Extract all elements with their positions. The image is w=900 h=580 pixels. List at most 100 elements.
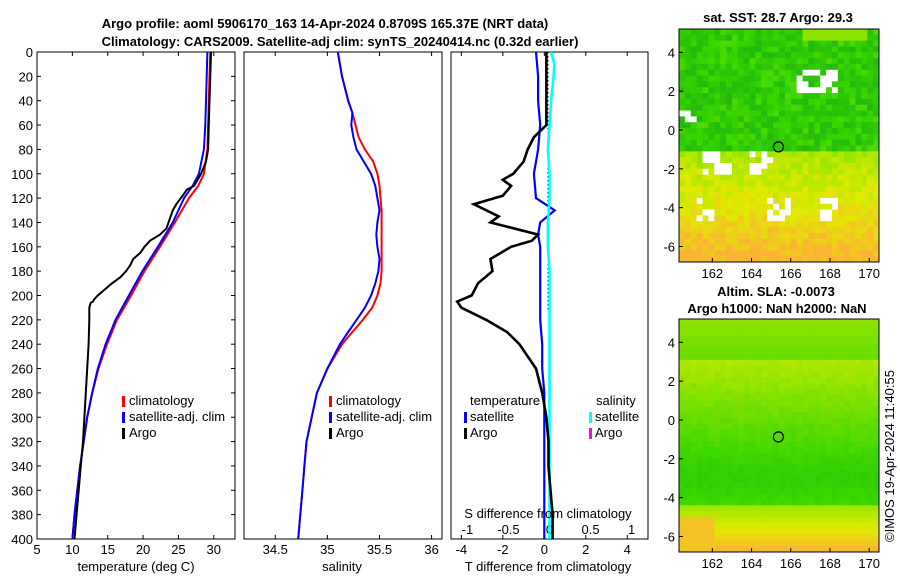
map-cell xyxy=(743,104,750,111)
map-cell xyxy=(790,203,798,210)
map-cell xyxy=(749,383,756,390)
map-cell xyxy=(779,528,786,535)
map-cell xyxy=(767,429,774,436)
map-cell xyxy=(696,482,703,489)
map-cell xyxy=(802,441,809,448)
map-cell xyxy=(737,110,745,117)
map-cell xyxy=(808,75,815,82)
map-cell xyxy=(820,69,827,77)
map-cell xyxy=(773,63,780,71)
map-cell xyxy=(779,93,786,100)
map-cell xyxy=(690,365,698,372)
map-cell xyxy=(873,470,880,477)
map-cell xyxy=(714,511,721,518)
map-cell xyxy=(684,359,692,366)
map-cell xyxy=(679,458,686,466)
map-cell xyxy=(755,476,762,483)
map-cell xyxy=(843,40,850,47)
map-cell xyxy=(679,157,686,164)
map-cell xyxy=(696,534,703,541)
map-cell xyxy=(690,511,698,518)
map-cell xyxy=(696,517,703,524)
map-cell xyxy=(743,87,750,94)
map-cell xyxy=(726,487,733,495)
map-cell xyxy=(837,359,845,366)
map-cell xyxy=(837,429,845,436)
map-cell xyxy=(679,29,686,36)
map-cell xyxy=(702,429,709,436)
map-cell xyxy=(808,197,815,205)
map-cell xyxy=(726,40,733,47)
map-cell xyxy=(755,464,762,471)
map-cell xyxy=(726,192,733,199)
map-cell xyxy=(696,319,703,326)
map-cell xyxy=(755,46,762,53)
map-cell xyxy=(779,186,786,193)
map-cell xyxy=(820,104,827,111)
map-cell xyxy=(702,104,709,111)
map-cell xyxy=(737,250,745,257)
map-cell xyxy=(755,75,762,82)
map-cell xyxy=(720,406,727,413)
map-cell xyxy=(861,139,868,146)
map-cell xyxy=(720,40,727,47)
map-cell xyxy=(702,383,709,390)
map-cell xyxy=(708,330,715,337)
map-cell xyxy=(790,93,798,100)
map-cell xyxy=(867,371,874,378)
map-cell xyxy=(814,63,821,71)
map-cell xyxy=(737,517,745,524)
map-cell xyxy=(855,482,862,489)
map-cell xyxy=(790,522,798,530)
map-cell xyxy=(755,256,762,263)
map-cell xyxy=(679,499,686,506)
map-cell xyxy=(808,40,815,47)
map-cell xyxy=(820,324,827,332)
map-cell xyxy=(814,110,821,117)
map-cell xyxy=(861,458,868,466)
legend-swatch-t-satellite xyxy=(464,412,467,423)
map-cell xyxy=(837,157,845,164)
map-cell xyxy=(720,359,727,366)
map-cell xyxy=(726,81,733,88)
map-cell xyxy=(749,511,756,518)
map-cell xyxy=(873,75,880,82)
map-cell xyxy=(814,221,821,228)
map-cell xyxy=(679,342,686,349)
map-cell xyxy=(684,116,692,123)
map-cell xyxy=(714,528,721,535)
map-cell xyxy=(796,197,803,205)
map-cell xyxy=(755,330,762,337)
map-cell xyxy=(696,104,703,111)
map-cell xyxy=(684,342,692,349)
map-cell xyxy=(708,505,715,512)
map-cell xyxy=(690,400,698,407)
map-cell xyxy=(714,139,721,146)
map-cell xyxy=(737,29,745,36)
map-cell xyxy=(720,29,727,36)
map-cell xyxy=(867,517,874,524)
map-cell xyxy=(749,534,756,541)
map-cell xyxy=(767,348,774,355)
map-cell xyxy=(714,203,721,210)
map-cell xyxy=(796,394,803,401)
map-cell xyxy=(755,406,762,413)
map-cell xyxy=(826,517,833,524)
map-cell xyxy=(767,388,774,396)
map-cell xyxy=(873,81,880,88)
map-cell xyxy=(749,93,756,100)
map-cell xyxy=(743,116,750,123)
map-cell xyxy=(802,429,809,436)
map-cell xyxy=(820,517,827,524)
map-cell xyxy=(802,250,809,257)
map-cell xyxy=(690,203,698,210)
map-cell xyxy=(837,388,845,396)
map-cell xyxy=(749,528,756,535)
map-cell xyxy=(790,435,798,442)
map-cell xyxy=(861,192,868,199)
map-cell xyxy=(731,330,739,337)
map-cell xyxy=(784,110,792,117)
map-cell xyxy=(826,209,833,216)
map-cell xyxy=(784,93,792,100)
map-cell xyxy=(784,250,792,257)
